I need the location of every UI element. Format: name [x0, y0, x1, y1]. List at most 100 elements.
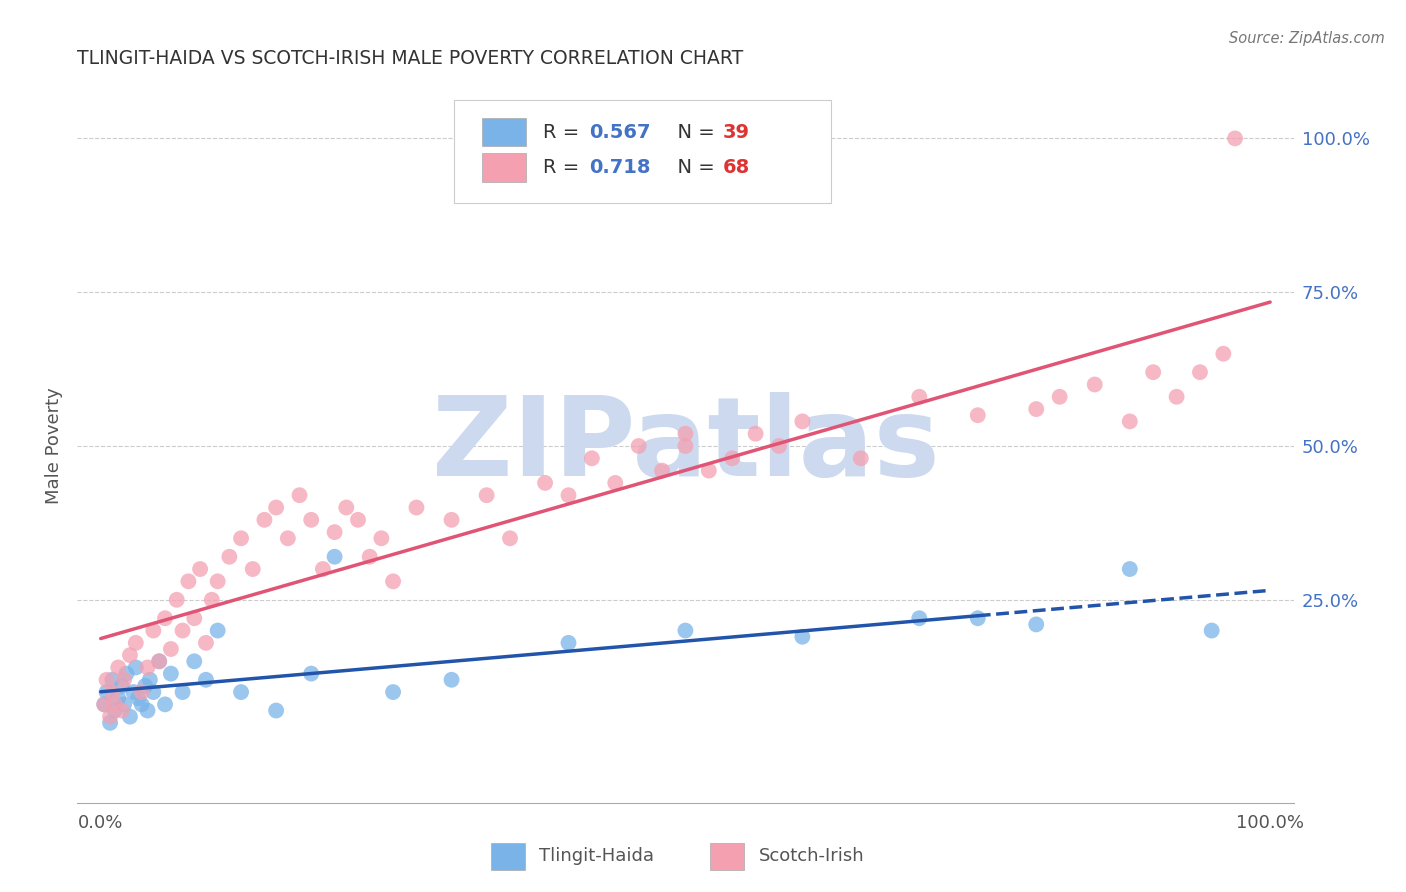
Point [194, 636, 217, 650]
Point [131, 685, 153, 699]
Point [201, 592, 224, 607]
Point [112, 698, 135, 712]
Point [142, 685, 165, 699]
Text: 68: 68 [723, 158, 751, 178]
Point [111, 679, 134, 693]
Text: TLINGIT-HAIDA VS SCOTCH-IRISH MALE POVERTY CORRELATION CHART: TLINGIT-HAIDA VS SCOTCH-IRISH MALE POVER… [77, 49, 744, 68]
Point [627, 439, 650, 453]
Text: N =: N = [665, 122, 721, 142]
Point [96, 673, 118, 687]
Point [382, 574, 405, 589]
Point [264, 704, 287, 718]
Point [675, 426, 697, 441]
Point [101, 685, 124, 699]
Point [1166, 390, 1188, 404]
Point [93, 698, 115, 712]
Bar [710, 843, 744, 870]
Point [242, 562, 264, 576]
Text: N =: N = [665, 158, 721, 178]
Point [183, 611, 205, 625]
Point [183, 654, 205, 668]
Point [115, 666, 138, 681]
Point [93, 698, 115, 712]
Point [207, 574, 229, 589]
Point [288, 488, 311, 502]
Point [160, 642, 183, 657]
Point [323, 549, 346, 564]
Point [172, 624, 194, 638]
Text: 0.567: 0.567 [589, 122, 651, 142]
Point [849, 451, 872, 466]
Point [405, 500, 427, 515]
Text: ZIPatlas: ZIPatlas [432, 392, 939, 500]
Point [1188, 365, 1211, 379]
Text: Scotch-Irish: Scotch-Irish [758, 847, 865, 865]
Point [499, 531, 522, 545]
Point [908, 611, 931, 625]
Point [651, 464, 673, 478]
Point [792, 630, 814, 644]
Point [768, 439, 790, 453]
Point [153, 611, 176, 625]
Point [534, 475, 557, 490]
Point [382, 685, 405, 699]
Point [96, 685, 118, 699]
Point [359, 549, 381, 564]
Point [1025, 617, 1047, 632]
Point [229, 531, 252, 545]
Point [142, 624, 165, 638]
Point [172, 685, 194, 699]
Point [277, 531, 299, 545]
Point [1119, 414, 1142, 428]
Point [347, 513, 370, 527]
Point [107, 691, 129, 706]
Point [440, 513, 463, 527]
Point [323, 525, 346, 540]
Point [1142, 365, 1164, 379]
Point [966, 611, 988, 625]
Point [125, 660, 148, 674]
Point [299, 513, 322, 527]
Point [675, 439, 697, 453]
Point [122, 685, 145, 699]
Text: 39: 39 [723, 122, 751, 142]
Bar [482, 118, 526, 146]
Point [370, 531, 392, 545]
Point [721, 451, 744, 466]
Point [581, 451, 603, 466]
Point [139, 673, 162, 687]
Point [104, 698, 127, 712]
Point [557, 636, 579, 650]
Point [136, 660, 159, 674]
Bar [491, 843, 524, 870]
Point [98, 715, 121, 730]
Point [605, 475, 627, 490]
Point [335, 500, 357, 515]
Point [194, 673, 217, 687]
Point [1212, 347, 1234, 361]
Point [107, 660, 129, 674]
Point [792, 414, 814, 428]
Point [160, 666, 183, 681]
Bar [482, 153, 526, 182]
Text: Tlingit-Haida: Tlingit-Haida [540, 847, 654, 865]
Point [1201, 624, 1223, 638]
Point [475, 488, 498, 502]
Point [111, 704, 134, 718]
Point [1119, 562, 1142, 576]
Point [118, 648, 141, 662]
Point [104, 704, 127, 718]
Text: 0.718: 0.718 [589, 158, 651, 178]
Point [101, 673, 124, 687]
Point [131, 698, 153, 712]
Point [98, 709, 121, 723]
Point [118, 709, 141, 723]
Y-axis label: Male Poverty: Male Poverty [45, 388, 63, 504]
Text: R =: R = [543, 158, 586, 178]
Point [675, 624, 697, 638]
Point [177, 574, 200, 589]
Point [697, 464, 720, 478]
Point [125, 636, 148, 650]
Point [264, 500, 287, 515]
Point [557, 488, 579, 502]
